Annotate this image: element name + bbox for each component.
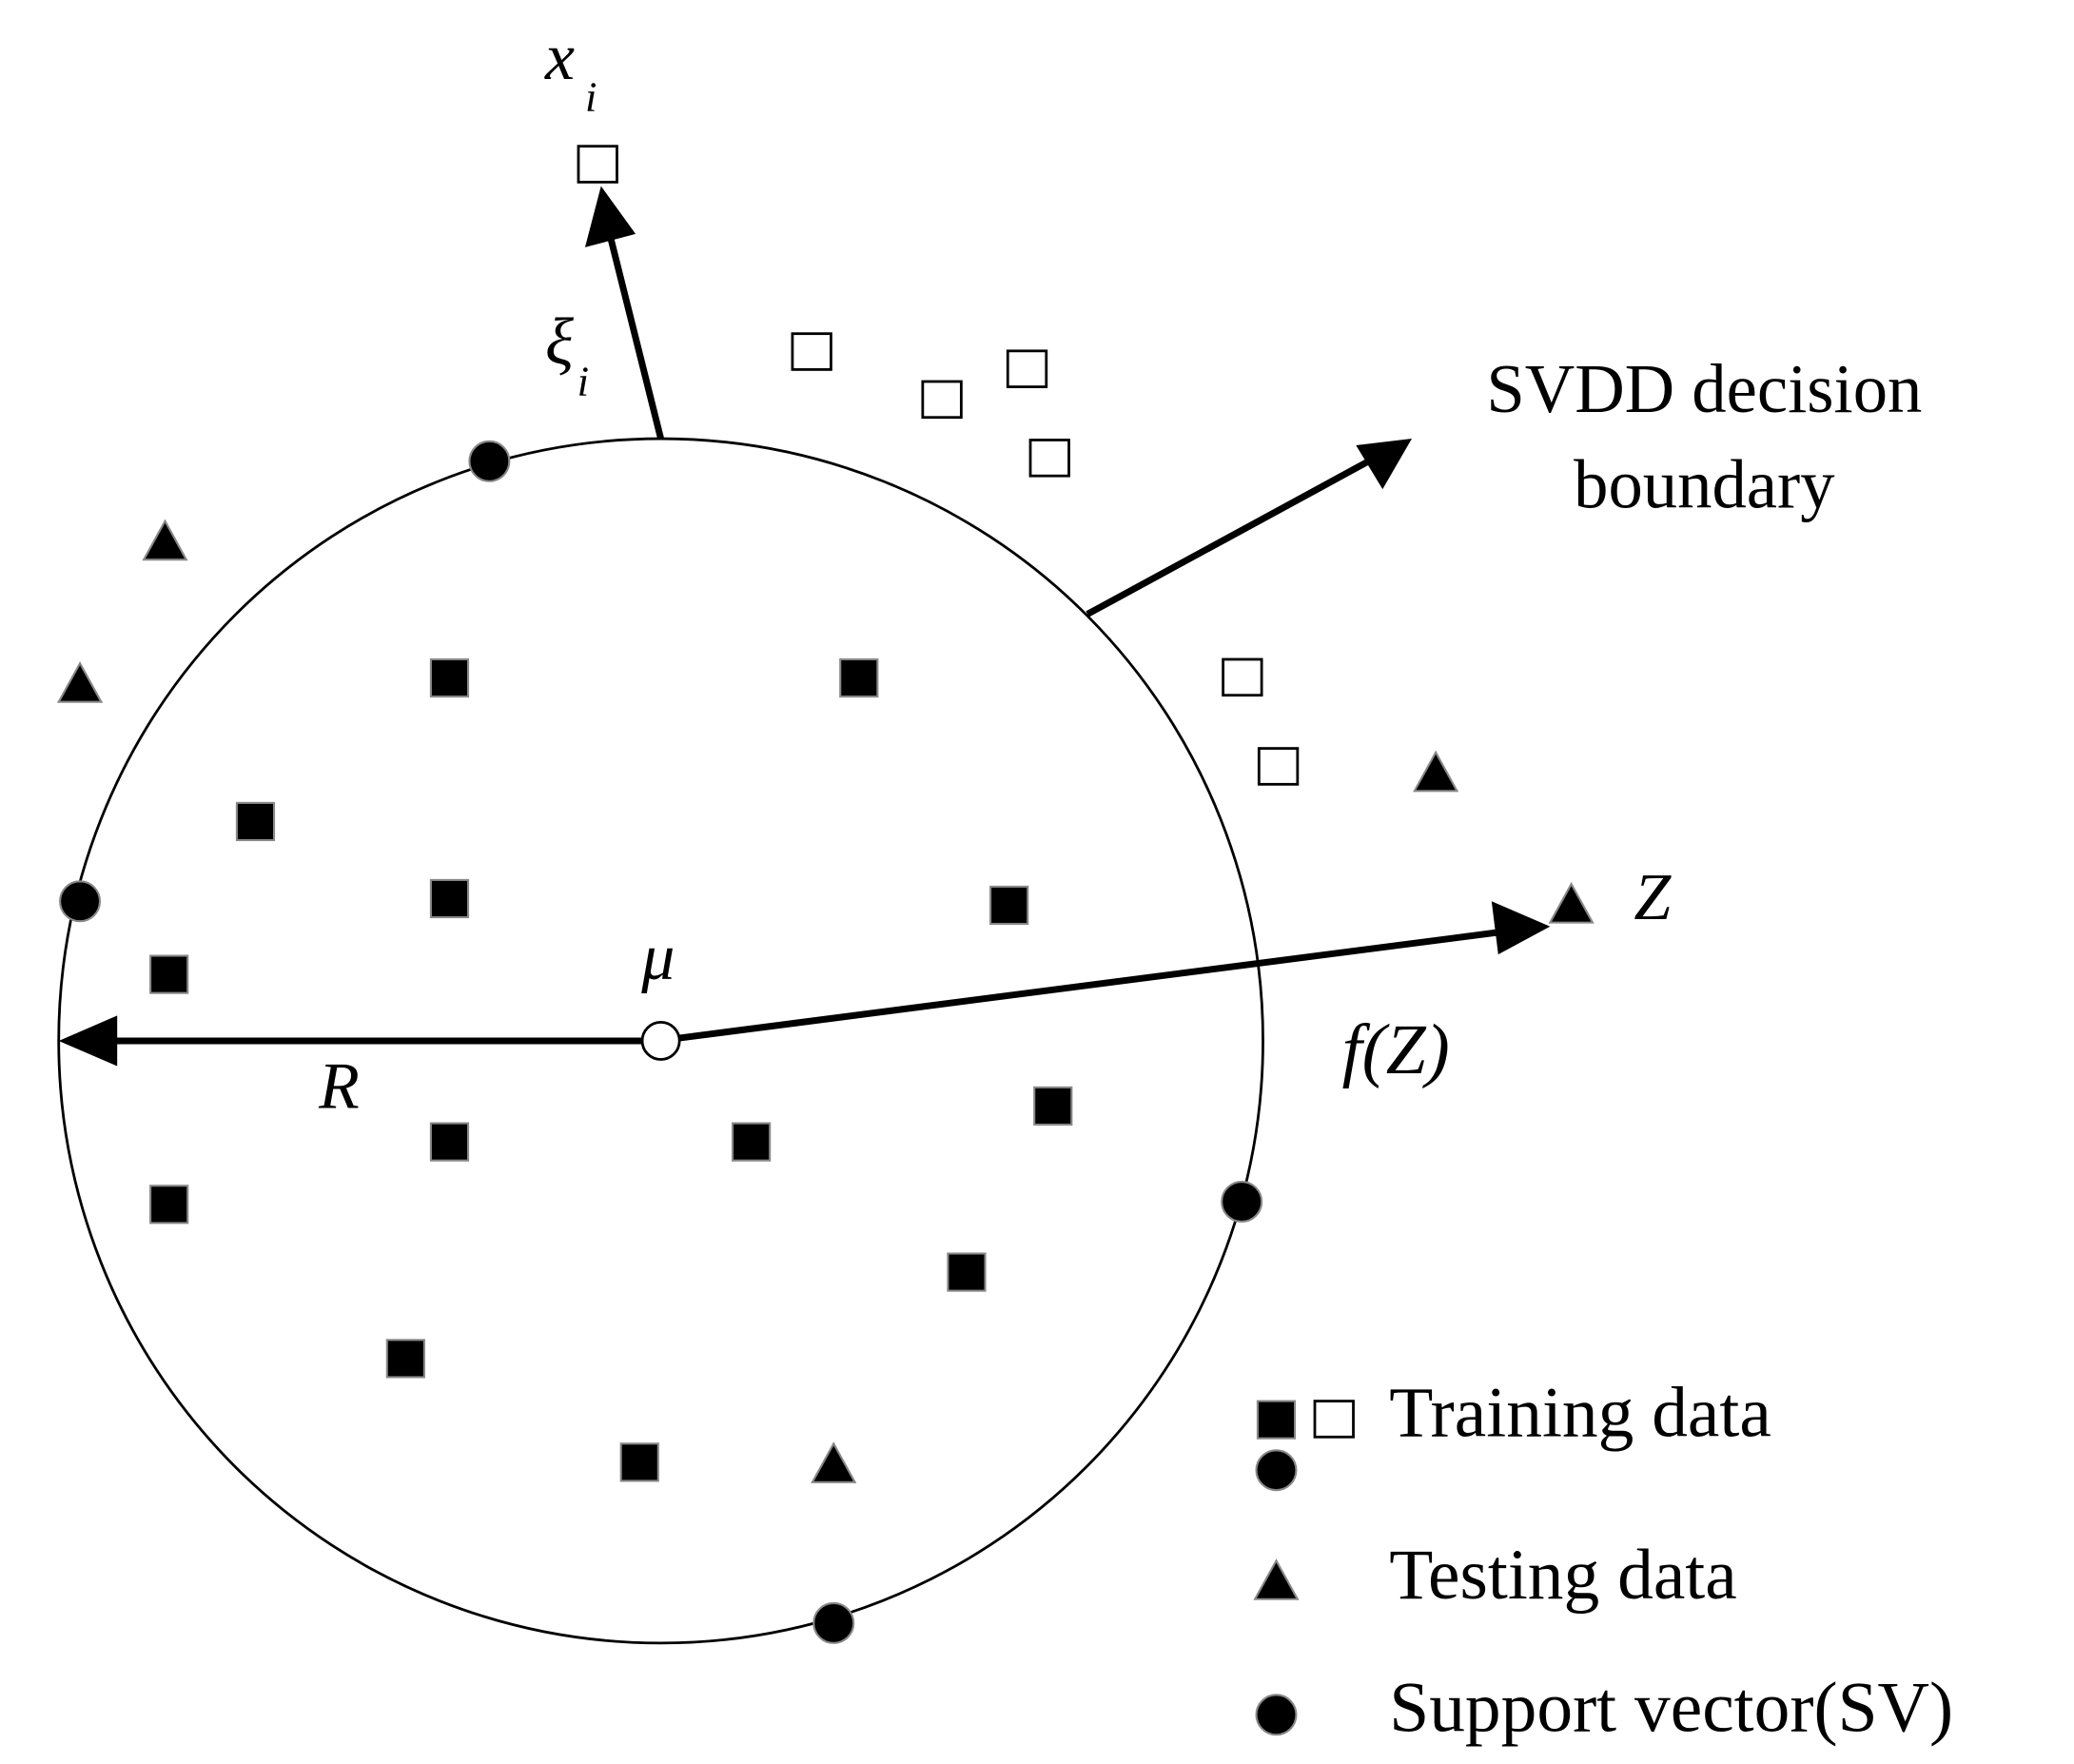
legend-label: Support vector(SV) <box>1389 1669 1953 1748</box>
training-point <box>149 1185 189 1225</box>
outlier-point <box>921 380 963 420</box>
testing-point <box>1413 750 1459 793</box>
legend-swatch <box>1255 1449 1298 1492</box>
training-inside <box>149 657 1073 1482</box>
testing-points <box>56 519 1595 1483</box>
training-point <box>947 1252 987 1292</box>
support-vectors <box>59 440 1263 1644</box>
boundary-label: boundary <box>1574 446 1835 523</box>
training-point <box>429 657 470 698</box>
testing-point <box>142 519 188 561</box>
training-point <box>989 885 1029 926</box>
boundary-label: SVDD decision <box>1486 350 1922 427</box>
training-point <box>385 1339 425 1379</box>
z-arrow <box>677 928 1503 1042</box>
training-point <box>839 657 879 698</box>
training-point <box>235 801 276 842</box>
r-label: R <box>318 1049 360 1123</box>
testing-point <box>811 1441 857 1483</box>
arrowhead <box>58 1015 118 1067</box>
training-point <box>1033 1086 1073 1127</box>
xi-label: ξ <box>545 305 574 379</box>
x-subscript: i <box>585 72 597 120</box>
legend-swatch <box>1255 1694 1298 1736</box>
legend: Training data Testing data Support vecto… <box>1253 1373 1953 1748</box>
xi-subscript: i <box>577 357 589 404</box>
support-vector <box>1221 1181 1263 1224</box>
arrows <box>58 186 1551 1067</box>
mu-label: μ <box>640 921 675 994</box>
training-point <box>149 954 189 994</box>
training-point <box>429 878 470 919</box>
training-outside <box>577 145 1300 786</box>
arrowhead <box>584 186 636 247</box>
legend-label: Training data <box>1389 1373 1771 1452</box>
testing-point <box>1548 881 1595 924</box>
support-vector <box>59 880 102 923</box>
arrowhead <box>1491 901 1551 955</box>
support-vector <box>468 440 511 482</box>
z-label: Z <box>1634 861 1672 934</box>
training-point <box>429 1122 470 1162</box>
legend-label: Testing data <box>1389 1536 1737 1615</box>
outlier-point <box>1028 439 1070 478</box>
training-point <box>619 1442 659 1482</box>
boundary-arrow <box>1086 454 1378 617</box>
legend-swatch <box>1313 1400 1355 1439</box>
fz-label: f(Z) <box>1342 1010 1450 1089</box>
arrowhead <box>1356 439 1412 490</box>
outlier-point <box>577 145 618 184</box>
x-label: x <box>544 21 575 94</box>
legend-swatch <box>1256 1400 1297 1440</box>
outlier-point <box>1006 349 1048 388</box>
support-vector <box>812 1601 855 1644</box>
legend-swatch <box>1253 1558 1300 1600</box>
outlier-point <box>791 332 832 371</box>
center-point <box>640 1021 681 1061</box>
outlier-point <box>1222 657 1263 697</box>
testing-point <box>56 661 104 703</box>
training-point <box>732 1122 772 1162</box>
outlier-point <box>1257 747 1300 786</box>
